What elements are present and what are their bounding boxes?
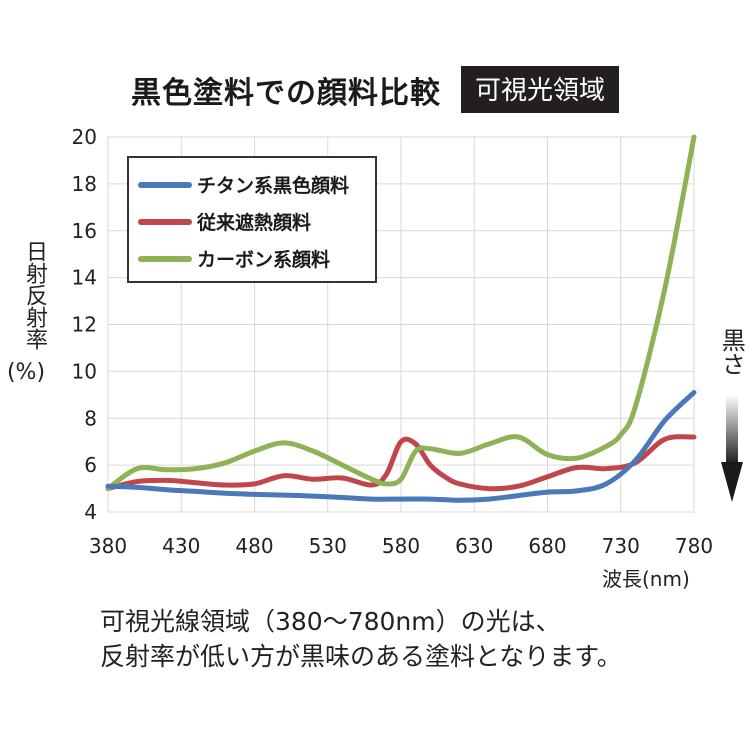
y-tick-label: 10 xyxy=(72,359,97,383)
y-tick-label: 12 xyxy=(72,313,97,337)
explanation-note: 可視光線領域（380〜780nm）の光は、 反射率が低い方が黒味のある塗料となり… xyxy=(100,604,622,674)
y-tick-label: 14 xyxy=(72,266,97,290)
x-tick-label: 730 xyxy=(602,534,640,558)
y-axis-label: 日射反射率 xyxy=(22,240,47,350)
series-line-1 xyxy=(105,390,697,503)
x-tick-label: 380 xyxy=(89,534,127,558)
blackness-arrow xyxy=(721,395,743,502)
y-tick-label: 18 xyxy=(72,172,97,196)
x-tick-label: 680 xyxy=(528,534,566,558)
x-tick-label: 780 xyxy=(675,534,713,558)
chart-header: 黒色塗料での顔料比較 可視光領域 xyxy=(0,66,750,113)
x-tick-label: 430 xyxy=(162,534,200,558)
series-line-3 xyxy=(105,134,697,492)
x-tick-label: 630 xyxy=(455,534,493,558)
tick-labels: 380 430 480 530 580 630 680 730 780 4 6 8 10 12 14 16 18… xyxy=(72,125,714,558)
series-line-2 xyxy=(105,434,697,492)
note-line-1: 可視光線領域（380〜780nm）の光は、 xyxy=(100,607,561,636)
x-axis-unit: 波長(nm) xyxy=(602,567,690,591)
visible-light-badge: 可視光領域 xyxy=(460,66,619,113)
legend-label: 従来遮熱顔料 xyxy=(196,211,311,234)
arrow-head xyxy=(721,462,743,502)
y-tick-label: 16 xyxy=(72,219,97,243)
x-tick-label: 580 xyxy=(382,534,420,558)
x-tick-label: 480 xyxy=(235,534,273,558)
y-tick-label: 20 xyxy=(72,125,97,149)
y-tick-label: 6 xyxy=(84,453,97,477)
note-line-2: 反射率が低い方が黒味のある塗料となります。 xyxy=(100,642,622,671)
legend-label: カーボン系顔料 xyxy=(197,248,330,271)
y-tick-label: 4 xyxy=(84,500,97,524)
y-axis-unit: (%) xyxy=(6,360,46,385)
legend-label: チタン系黒色顔料 xyxy=(197,174,349,197)
chart-title: 黒色塗料での顔料比較 xyxy=(130,75,441,111)
series-lines xyxy=(105,134,697,503)
y-tick-label: 8 xyxy=(84,406,97,430)
x-tick-label: 530 xyxy=(309,534,347,558)
blackness-label: 黒さ xyxy=(717,328,746,376)
arrow-shaft xyxy=(726,395,738,465)
